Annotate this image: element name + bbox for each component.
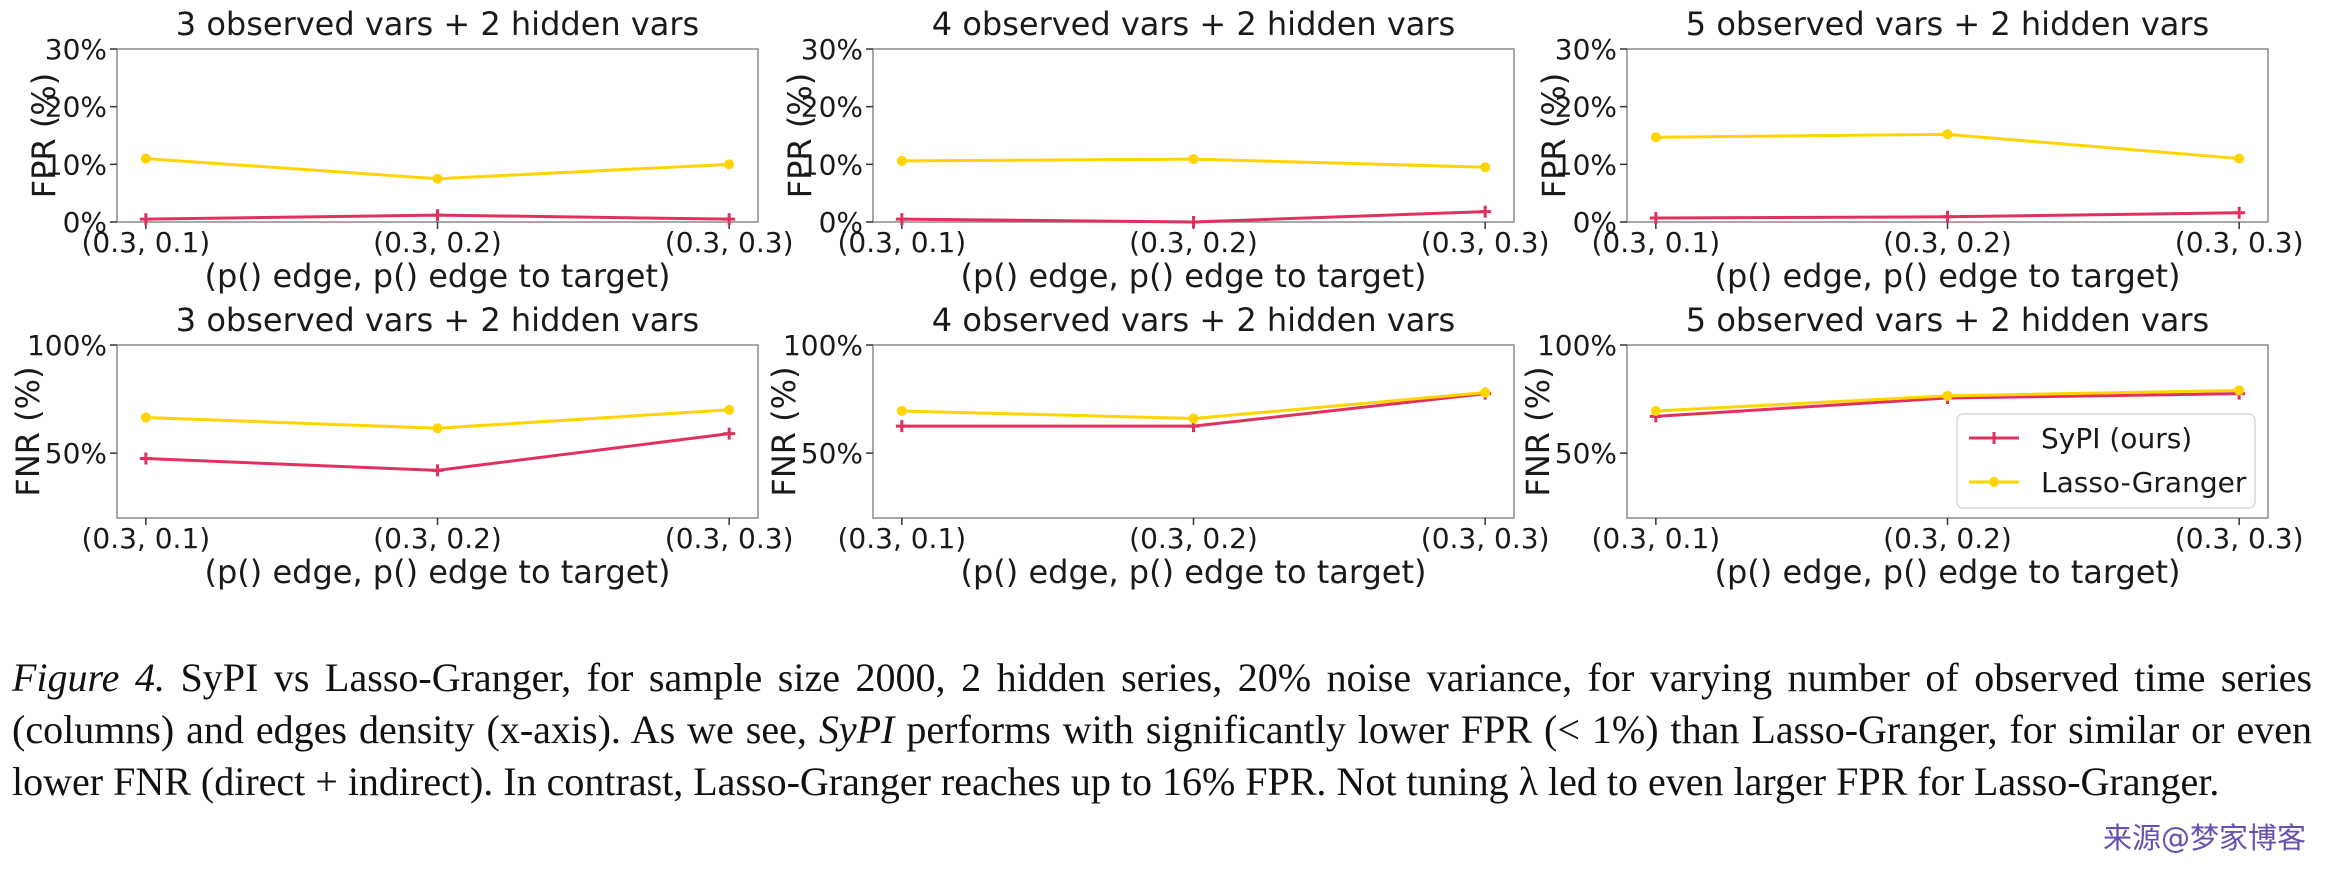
chart-title: 4 observed vars + 2 hidden vars [932, 5, 1455, 43]
caption-text-2: performs with significantly lower FPR (<… [12, 707, 2312, 804]
chart-title: 5 observed vars + 2 hidden vars [1686, 5, 2209, 43]
data-point-sypi [2233, 206, 2246, 219]
x-tick-label: (0.3, 0.1) [837, 522, 966, 555]
y-axis-label: FNR (%) [765, 366, 803, 496]
data-point-sypi [1649, 211, 1662, 224]
x-tick-label: (0.3, 0.2) [1883, 226, 2012, 259]
x-tick-label: (0.3, 0.3) [1421, 522, 1550, 555]
x-tick-label: (0.3, 0.2) [1883, 522, 2012, 555]
x-axis-label: (p() edge, p() edge to target) [205, 257, 671, 295]
y-tick-label: 20% [45, 91, 107, 124]
y-tick-label: 0% [1573, 206, 1617, 239]
x-tick-label: (0.3, 0.2) [1129, 522, 1258, 555]
x-tick-label: (0.3, 0.3) [2175, 226, 2304, 259]
y-tick-label: 50% [45, 437, 107, 470]
legend-label: Lasso-Granger [2041, 466, 2247, 499]
y-tick-label: 50% [1555, 437, 1617, 470]
y-tick-label: 30% [1555, 33, 1617, 66]
y-axis-label: FPR (%) [781, 73, 819, 198]
legend-label: SyPI (ours) [2041, 422, 2192, 455]
y-tick-label: 100% [783, 329, 863, 362]
chart-title: 3 observed vars + 2 hidden vars [176, 301, 699, 339]
x-axis-label: (p() edge, p() edge to target) [961, 257, 1427, 295]
legend-marker-lasso-granger [1989, 477, 1999, 487]
x-tick-label: (0.3, 0.1) [81, 226, 210, 259]
caption-emphasis: SyPI [818, 707, 895, 752]
data-point-lasso-granger [1188, 413, 1199, 424]
data-point-sypi [431, 464, 444, 477]
x-tick-label: (0.3, 0.2) [373, 226, 502, 259]
data-point-lasso-granger [1480, 387, 1491, 398]
figure-caption: Figure 4. SyPI vs Lasso-Granger, for sam… [12, 652, 2312, 808]
data-point-lasso-granger [140, 153, 151, 164]
y-tick-label: 0% [63, 206, 107, 239]
y-tick-label: 30% [801, 33, 863, 66]
data-point-lasso-granger [896, 405, 907, 416]
x-tick-label: (0.3, 0.2) [373, 522, 502, 555]
data-point-lasso-granger [2234, 153, 2245, 164]
x-axis-label: (p() edge, p() edge to target) [1715, 553, 2181, 591]
y-tick-label: 100% [27, 329, 107, 362]
x-tick-label: (0.3, 0.1) [1591, 226, 1720, 259]
data-point-sypi [139, 213, 152, 226]
y-tick-label: 30% [45, 33, 107, 66]
y-axis-label: FPR (%) [1535, 73, 1573, 198]
data-point-sypi [1941, 210, 1954, 223]
legend-marker-sypi [1988, 432, 2000, 444]
data-point-lasso-granger [1480, 162, 1491, 173]
x-tick-label: (0.3, 0.3) [665, 226, 794, 259]
data-point-sypi [723, 427, 736, 440]
data-point-lasso-granger [1188, 154, 1199, 165]
data-point-lasso-granger [432, 173, 443, 184]
x-tick-label: (0.3, 0.1) [837, 226, 966, 259]
y-tick-label: 10% [45, 148, 107, 181]
x-tick-label: (0.3, 0.1) [81, 522, 210, 555]
data-point-lasso-granger [724, 404, 735, 415]
watermark-text: 来源@梦家博客 [2102, 821, 2306, 855]
x-tick-label: (0.3, 0.3) [665, 522, 794, 555]
data-point-sypi [723, 213, 736, 226]
data-point-sypi [895, 213, 908, 226]
figure-chart-grid: 3 observed vars + 2 hidden vars 0% 10% 20% 3… [9, 5, 2304, 591]
data-point-sypi [139, 452, 152, 465]
data-point-sypi [895, 420, 908, 433]
x-tick-label: (0.3, 0.2) [1129, 226, 1258, 259]
y-tick-label: 100% [1537, 329, 1617, 362]
data-point-sypi [431, 209, 444, 222]
plot-area-frame [872, 48, 1515, 223]
data-point-lasso-granger [1650, 405, 1661, 416]
chart-title: 4 observed vars + 2 hidden vars [932, 301, 1455, 339]
x-tick-label: (0.3, 0.1) [1591, 522, 1720, 555]
y-tick-label: 50% [801, 437, 863, 470]
data-point-sypi [1187, 216, 1200, 228]
x-tick-label: (0.3, 0.3) [2175, 522, 2304, 555]
x-axis-label: (p() edge, p() edge to target) [1715, 257, 2181, 295]
plot-area-frame [116, 48, 759, 223]
legend-box [1956, 413, 2256, 509]
y-tick-label: 20% [801, 91, 863, 124]
data-point-lasso-granger [896, 155, 907, 166]
data-point-lasso-granger [724, 159, 735, 170]
data-point-lasso-granger [1650, 132, 1661, 143]
data-point-sypi [1479, 205, 1492, 218]
y-axis-label: FNR (%) [1519, 366, 1557, 496]
data-point-lasso-granger [140, 412, 151, 423]
x-axis-label: (p() edge, p() edge to target) [205, 553, 671, 591]
chart-title: 5 observed vars + 2 hidden vars [1686, 301, 2209, 339]
caption-text-1: SyPI vs Lasso-Granger, for sample size 2… [12, 655, 2313, 752]
y-tick-label: 10% [1555, 148, 1617, 181]
y-tick-label: 0% [819, 206, 863, 239]
chart-title: 3 observed vars + 2 hidden vars [176, 5, 699, 43]
data-point-lasso-granger [432, 423, 443, 434]
y-tick-label: 20% [1555, 91, 1617, 124]
data-point-lasso-granger [2234, 385, 2245, 396]
data-point-lasso-granger [1942, 390, 1953, 401]
y-axis-label: FNR (%) [9, 366, 47, 496]
y-tick-label: 10% [801, 148, 863, 181]
x-tick-label: (0.3, 0.3) [1421, 226, 1550, 259]
x-axis-label: (p() edge, p() edge to target) [961, 553, 1427, 591]
data-point-lasso-granger [1942, 129, 1953, 140]
y-axis-label: FPR (%) [25, 73, 63, 198]
caption-label: Figure 4. [12, 655, 165, 700]
